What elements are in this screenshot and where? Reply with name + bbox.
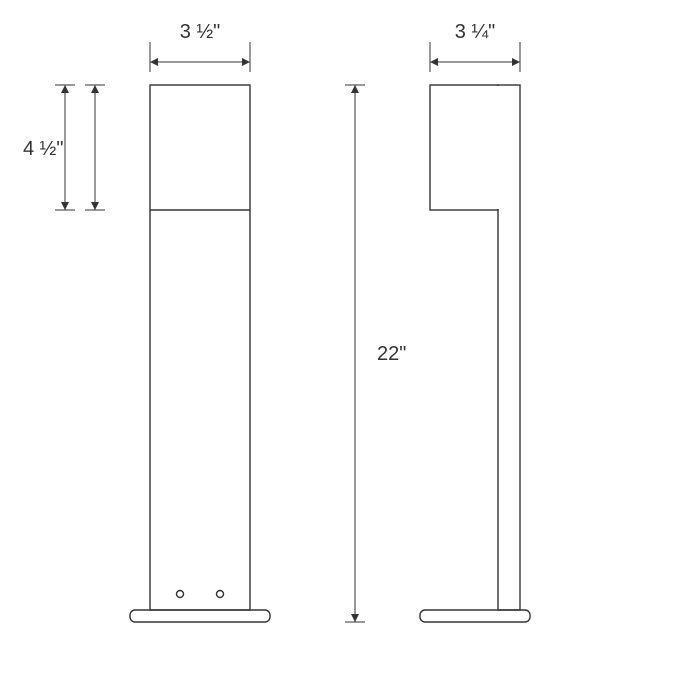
front-head-height-label: 4 ½" [23,138,63,160]
side-view [420,85,530,622]
front-top-width-label: 3 ½" [180,21,220,43]
total-height-label: 22" [377,343,406,365]
front-view [130,85,270,622]
side-top-width-label: 3 ¼" [455,21,495,43]
dimension-drawing: 3 ½" 4 ½" 3 ¼" 22" [0,0,700,700]
